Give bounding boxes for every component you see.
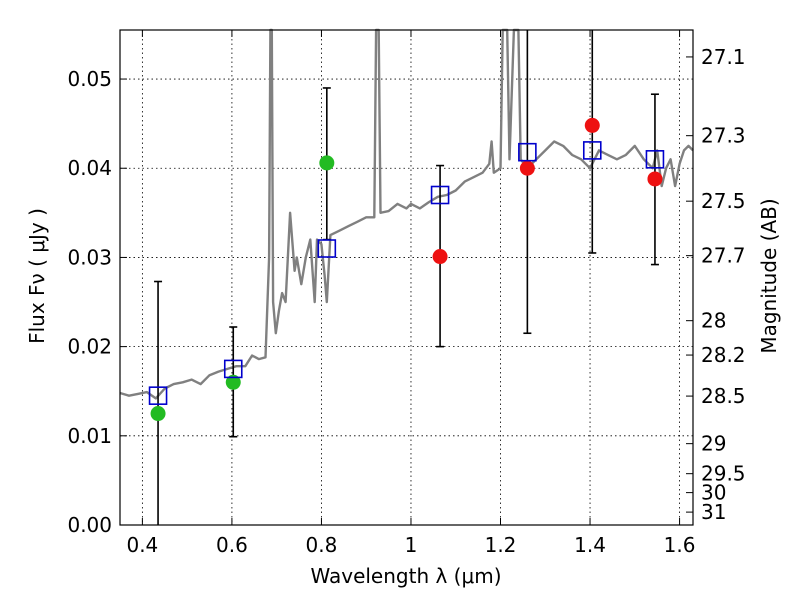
y-axis-label: Flux Fν ( μJy ) xyxy=(25,208,49,344)
measurement-point xyxy=(647,171,663,187)
grid-lines xyxy=(120,30,693,525)
measurement-point xyxy=(432,249,448,265)
plot-frame xyxy=(119,29,694,526)
y-tick-label: 0.03 xyxy=(67,245,112,269)
error-bars xyxy=(154,30,659,525)
right-tick-label: 28.2 xyxy=(701,343,746,367)
right-tick-label: 27.5 xyxy=(701,189,746,213)
data-markers xyxy=(148,117,665,422)
right-axis-label: Magnitude (AB) xyxy=(757,198,781,353)
right-tick-label: 31 xyxy=(701,500,726,524)
measurement-point xyxy=(584,117,600,133)
axis-ticks: 0.4 0.6 0.8 1 1.2 1.4 1.6 0.00 0.01 0.02 0.03 0.04 0… xyxy=(67,30,746,557)
x-tick-label: 0.6 xyxy=(216,533,248,557)
y-tick-label: 0.00 xyxy=(67,513,112,537)
y-tick-label: 0.01 xyxy=(67,424,112,448)
model-square-marker xyxy=(582,141,602,160)
x-tick-label: 1.2 xyxy=(485,533,517,557)
measurement-point xyxy=(225,374,241,390)
model-square-marker xyxy=(430,185,450,205)
right-tick-label: 30 xyxy=(701,481,726,505)
right-tick-label: 29 xyxy=(701,432,726,456)
x-tick-label: 1.4 xyxy=(574,533,606,557)
model-square-marker xyxy=(317,239,337,258)
measurement-point xyxy=(319,155,335,171)
right-tick-label: 27.7 xyxy=(701,244,746,268)
x-tick-label: 1 xyxy=(405,533,418,557)
y-tick-label: 0.05 xyxy=(67,67,112,91)
right-tick-label: 27.3 xyxy=(701,124,746,148)
x-tick-label: 1.6 xyxy=(664,533,696,557)
model-square-marker xyxy=(645,150,665,169)
y-tick-label: 0.04 xyxy=(67,156,112,180)
measurement-point xyxy=(519,160,535,176)
spectrum-line xyxy=(119,28,694,400)
right-tick-label: 28.5 xyxy=(701,384,746,408)
x-tick-label: 0.4 xyxy=(126,533,158,557)
right-tick-label: 27.1 xyxy=(701,45,746,69)
x-axis-label: Wavelength λ (μm) xyxy=(310,564,501,588)
spectrum-layer xyxy=(119,28,694,400)
right-tick-label: 28 xyxy=(701,309,726,333)
x-tick-label: 0.8 xyxy=(306,533,338,557)
model-square-marker xyxy=(148,386,168,405)
model-square-marker xyxy=(518,142,537,162)
model-square-marker xyxy=(223,359,243,379)
measurement-point xyxy=(150,406,166,422)
y-tick-label: 0.02 xyxy=(67,335,112,359)
right-tick-label: 29.5 xyxy=(701,462,746,486)
